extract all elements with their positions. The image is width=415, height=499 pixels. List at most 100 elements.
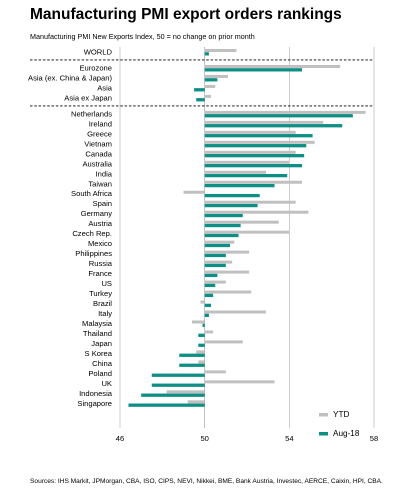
bar-aug-china — [179, 363, 205, 367]
bar-aug-s-korea — [179, 353, 205, 357]
bar-aug-ireland — [204, 124, 343, 128]
x-tick-label: 46 — [116, 434, 124, 443]
x-tick-label: 58 — [370, 434, 378, 443]
category-label-singapore: Singapore — [77, 399, 112, 408]
category-label-czech-rep: Czech Rep. — [72, 229, 112, 238]
bar-ytd-s-korea — [196, 350, 205, 354]
group-separators — [30, 59, 374, 107]
bar-ytd-russia — [204, 260, 233, 264]
category-label-south-africa: South Africa — [71, 189, 113, 198]
category-label-canada: Canada — [85, 149, 112, 158]
bar-aug-spain — [204, 203, 258, 208]
bar-aug-south-africa — [204, 193, 260, 198]
bar-aug-india — [204, 173, 288, 178]
category-label-india: India — [96, 169, 113, 178]
category-label-asia-ex-china-japan: Asia (ex. China & Japan) — [28, 73, 112, 82]
bar-aug-malaysia — [202, 323, 205, 327]
bar-ytd-eurozone — [204, 64, 341, 68]
bar-ytd-greece — [204, 130, 296, 134]
bar-aug-philippines — [204, 253, 226, 258]
bar-aug-world — [204, 52, 209, 56]
bar-aug-eurozone — [204, 68, 303, 72]
bar-aug-canada — [204, 154, 305, 158]
category-label-italy: Italy — [98, 309, 112, 318]
category-label-japan: Japan — [91, 339, 112, 348]
bar-aug-mexico — [204, 243, 231, 248]
bar-aug-indonesia — [141, 393, 205, 397]
bar-ytd-asia-ex-japan — [204, 94, 212, 98]
bar-aug-thailand — [198, 333, 205, 337]
category-label-turkey: Turkey — [89, 289, 112, 298]
bar-ytd-south-africa — [183, 190, 205, 194]
legend-swatch-ytd — [319, 413, 328, 417]
bar-aug-greece — [204, 134, 313, 138]
category-label-taiwan: Taiwan — [88, 179, 112, 188]
chart-title: Manufacturing PMI export orders rankings — [30, 6, 342, 23]
bar-ytd-brazil — [200, 300, 205, 304]
bar-ytd-australia — [204, 160, 290, 164]
bar-ytd-asia — [204, 84, 216, 88]
bar-ytd-canada — [204, 150, 296, 154]
bar-aug-netherlands — [204, 114, 353, 118]
bar-ytd-ireland — [204, 120, 324, 124]
x-tick-label: 50 — [200, 434, 208, 443]
category-label-thailand: Thailand — [83, 329, 112, 338]
category-label-netherlands: Netherlands — [71, 109, 112, 118]
bar-ytd-malaysia — [191, 320, 205, 324]
category-label-austria: Austria — [88, 219, 112, 228]
category-label-greece: Greece — [87, 129, 112, 138]
sources-note: Sources: IHS Markit, JPMorgan, CBA, ISO,… — [30, 478, 383, 485]
legend-label-aug: Aug-18 — [333, 429, 360, 438]
bar-aug-asia-ex-japan — [196, 98, 205, 102]
category-label-indonesia: Indonesia — [79, 389, 113, 398]
legend: YTD Aug-18 — [319, 410, 360, 438]
bar-ytd-singapore — [187, 400, 205, 404]
bar-ytd-netherlands — [204, 110, 366, 114]
bar-ytd-china — [198, 360, 205, 364]
x-axis-ticks: 46 50 54 58 — [116, 434, 378, 443]
category-label-malaysia: Malaysia — [82, 319, 113, 328]
bar-ytd-poland — [204, 370, 226, 374]
category-label-vietnam: Vietnam — [84, 139, 112, 148]
bar-aug-france — [204, 273, 218, 278]
legend-label-ytd: YTD — [333, 410, 349, 419]
bar-ytd-taiwan — [204, 180, 303, 184]
category-label-australia: Australia — [82, 159, 112, 168]
category-label-world: WORLD — [84, 48, 113, 57]
bar-ytd-world — [204, 49, 237, 52]
bar-aug-italy — [204, 313, 209, 317]
bar-aug-japan — [198, 343, 205, 347]
bar-ytd-vietnam — [204, 140, 315, 144]
bar-aug-poland — [151, 373, 205, 377]
bar-ytd-spain — [204, 200, 296, 204]
bar-ytd-asia-ex-china-japan — [204, 74, 228, 78]
bar-ytd-us — [204, 280, 226, 284]
chart-subtitle: Manufacturing PMI New Exports Index, 50 … — [30, 32, 255, 41]
grid-lines — [119, 47, 375, 428]
bar-aug-uk — [151, 383, 205, 387]
category-label-germany: Germany — [81, 209, 112, 218]
bar-ytd-austria — [204, 220, 279, 224]
bar-aug-czech-rep — [204, 233, 239, 238]
bar-ytd-indonesia — [166, 390, 205, 394]
category-label-asia: Asia — [97, 83, 113, 92]
bar-aug-brazil — [204, 303, 212, 308]
bar-aug-taiwan — [204, 183, 275, 188]
bar-aug-us — [204, 283, 216, 288]
bar-aug-asia-ex-china-japan — [204, 78, 218, 82]
bar-ytd-italy — [204, 310, 267, 314]
category-label-philippines: Philippines — [75, 249, 112, 258]
category-label-us: US — [101, 279, 112, 288]
bar-ytd-mexico — [204, 240, 235, 244]
bar-ytd-uk — [204, 380, 275, 384]
category-label-spain: Spain — [93, 199, 112, 208]
bar-ytd-czech-rep — [204, 230, 290, 234]
category-label-poland: Poland — [88, 369, 112, 378]
bar-aug-vietnam — [204, 144, 307, 148]
bar-ytd-philippines — [204, 250, 250, 254]
bar-ytd-japan — [204, 340, 243, 344]
category-label-ireland: Ireland — [89, 119, 112, 128]
category-label-france: France — [88, 269, 112, 278]
